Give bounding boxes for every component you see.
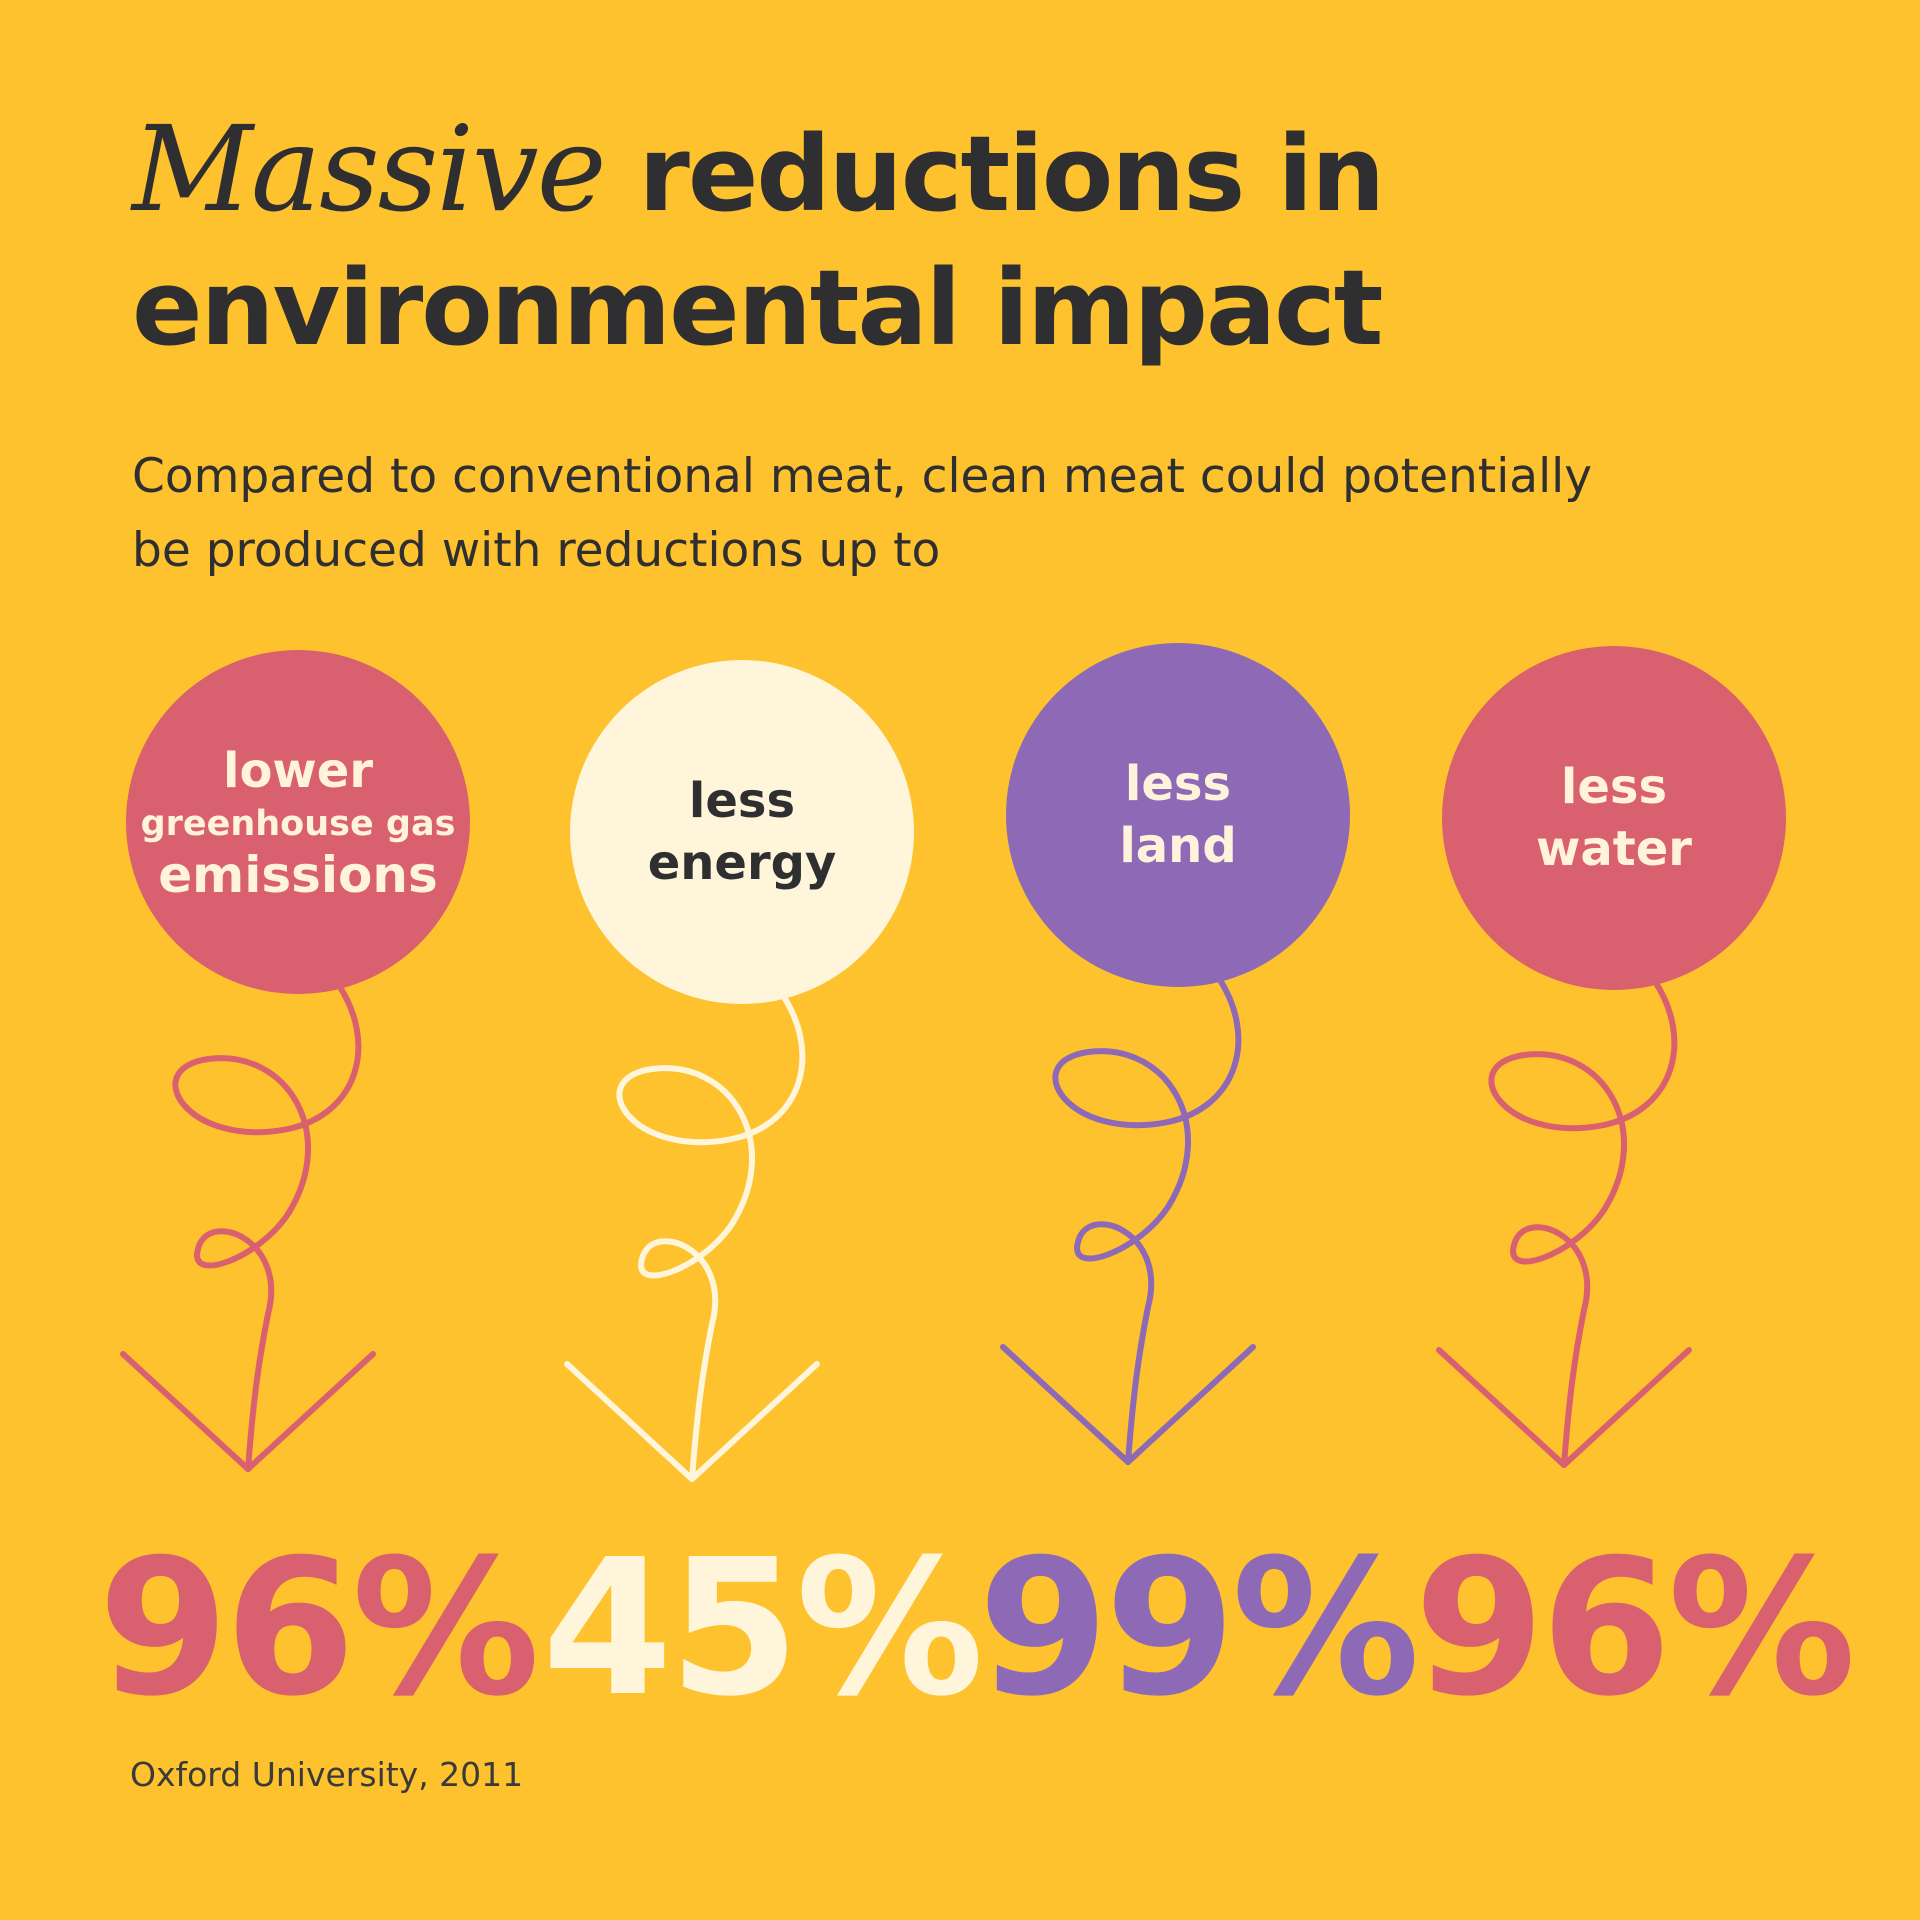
stat-circle: less water [1442,646,1786,990]
stat-percent: 96% [1414,1519,1856,1738]
stat-circle: lower greenhouse gas emissions [126,650,470,994]
subtitle-line-2: be produced with reductions up to [132,523,941,578]
arrow-head [120,1351,376,1472]
stat-label-line: energy [647,835,837,891]
curly-arrow-line [1052,974,1242,1465]
title-line-2: environmental impact [132,247,1384,369]
stat-circle: less land [1006,643,1350,987]
stat-percent: 99% [978,1519,1420,1738]
arrow-head [564,1361,820,1482]
arrow-head [1000,1344,1256,1465]
stat-label-line: less [1124,756,1232,812]
stat-label-line: land [1119,818,1237,874]
stat-label-line: water [1536,821,1692,877]
arrow-head [1436,1347,1692,1468]
stat-percent: 96% [98,1519,540,1738]
subtitle-line-1: Compared to conventional meat, clean mea… [132,449,1593,504]
page-title: Massive reductions in environmental impa… [132,100,1386,369]
stat-label-line: greenhouse gas [140,804,456,844]
stat-label-line: emissions [158,846,438,904]
stat-label-line: lower [223,743,373,799]
title-script-word: Massive [132,100,607,238]
title-line-1: Massive reductions in [132,100,1386,238]
subtitle: Compared to conventional meat, clean mea… [132,440,1632,588]
title-bold-words: reductions in [638,113,1386,235]
curly-arrow-line [1488,977,1678,1468]
stat-circle: less energy [570,660,914,1004]
source-citation: Oxford University, 2011 [130,1755,524,1794]
stat-label-line: less [688,773,796,829]
curly-arrow-line [616,991,806,1482]
stat-percent: 45% [542,1519,984,1738]
stat-label-line: less [1560,759,1668,815]
curly-arrow-line [172,981,362,1472]
